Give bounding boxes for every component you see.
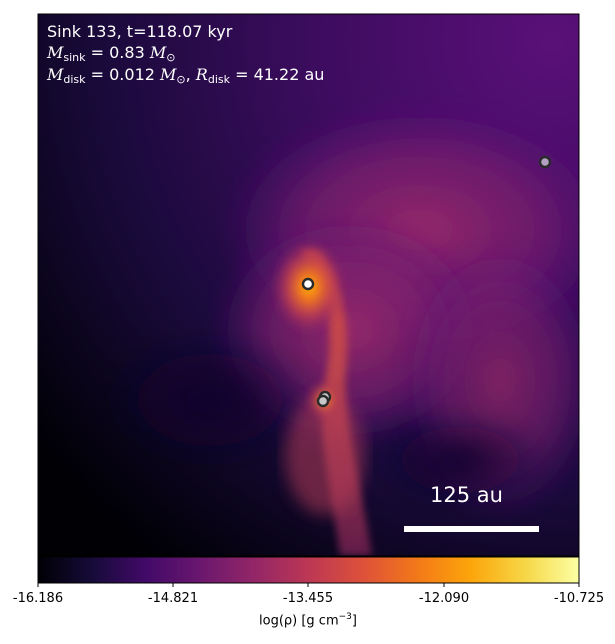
scale-bar-label: 125 au: [430, 483, 503, 507]
colorbar-tick-label: -10.725: [553, 591, 605, 606]
sink-title: Sink 133, t=118.07 kyr: [47, 22, 233, 41]
colorbar-tick-label: -14.821: [147, 591, 199, 606]
sink-mass: Msink = 0.83 M⊙: [47, 43, 176, 64]
scale-bar: [404, 526, 539, 532]
colorbar: [37, 556, 580, 584]
sink-3: [316, 394, 330, 408]
sink-markers: [301, 155, 552, 408]
density-map: [38, 14, 579, 556]
colorbar-tick-label: -13.455: [282, 591, 334, 606]
colorbar-label: log(ρ) [g cm−3]: [259, 612, 357, 629]
sink-1: [301, 277, 315, 291]
colorbar-ticks: [37, 583, 580, 587]
colorbar-tick-label: -12.090: [418, 591, 470, 606]
colorbar-tick-label: -16.186: [12, 591, 64, 606]
sink-4: [538, 155, 552, 169]
disk-properties: Mdisk = 0.012 M⊙, Rdisk = 41.22 au: [47, 65, 325, 86]
